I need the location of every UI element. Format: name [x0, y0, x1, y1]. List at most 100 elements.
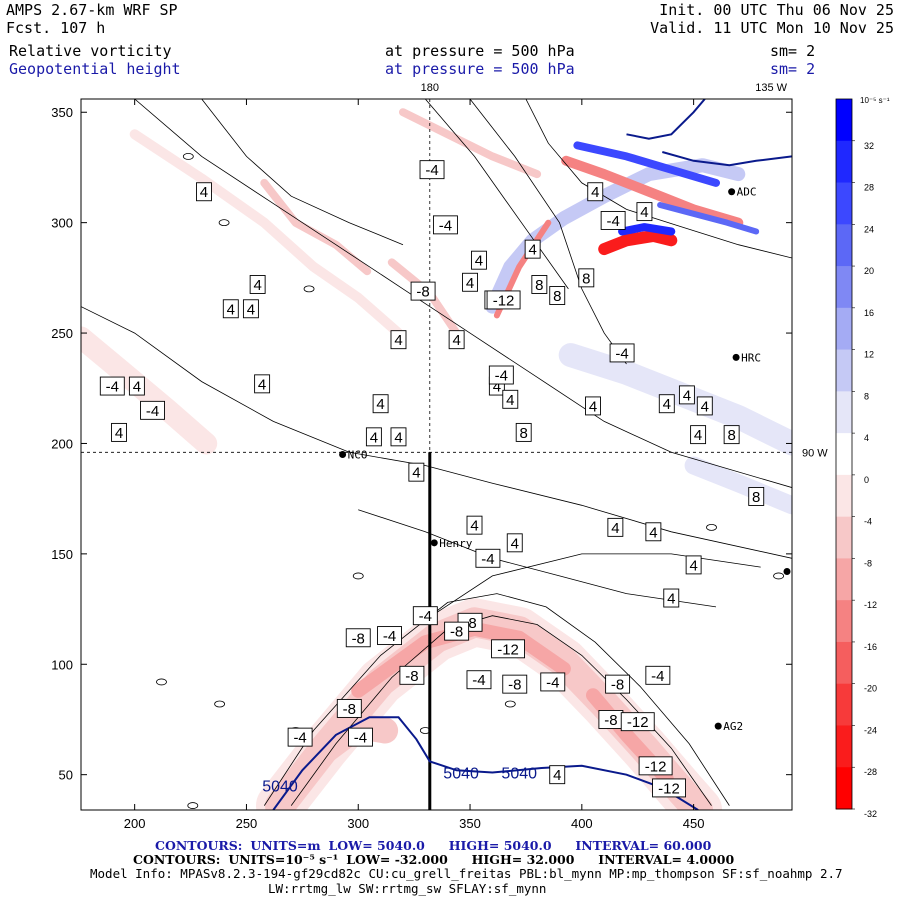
contour-label-text: -8 [416, 284, 429, 301]
contour-label-text: 4 [611, 520, 619, 537]
field1-level: at pressure = 500 hPa [385, 42, 575, 60]
vorticity-contour-loop [303, 285, 315, 293]
contour-label-text: -4 [472, 672, 485, 689]
vorticity-contour-label: -8 [502, 674, 528, 694]
colorbar-label: -28 [864, 767, 877, 777]
height-contour-label: 5040 [443, 765, 479, 782]
contour-label-text: -8 [611, 677, 624, 694]
vorticity-contour-label: -4 [140, 400, 165, 420]
y-tick-label: 300 [51, 216, 73, 231]
colorbar-label: 28 [864, 183, 874, 193]
vorticity-contour-label: 8 [531, 275, 548, 294]
colorbar-label: -4 [864, 517, 872, 527]
contour-label-box [585, 396, 601, 416]
contour-label-box [609, 343, 635, 363]
vorticity-contour-label: -8 [345, 628, 371, 647]
contour-label-box [475, 548, 501, 568]
contour-label-box [524, 239, 541, 259]
vorticity-contour-label: 4 [448, 330, 465, 349]
contour-label-text: -4 [146, 403, 159, 420]
contour-label-text: 4 [649, 524, 657, 541]
negative-streak-4 [399, 108, 542, 179]
vorticity-contour-label: -8 [598, 710, 624, 729]
contour-label-box [399, 665, 425, 685]
contour-label-text: -8 [604, 712, 617, 729]
contour-label-box [663, 588, 680, 608]
vorticity-contour-label: -12 [652, 778, 686, 797]
contour-label-box [506, 533, 523, 553]
x-axis: 200 250 300 350 400 450 [124, 99, 704, 831]
y-tick-label: 250 [51, 326, 73, 341]
vorticity-contour-label: 4 [685, 555, 702, 574]
contour-label-text: 4 [506, 392, 514, 409]
vorticity-contour-label: -4 [348, 727, 373, 747]
vorticity-contour-label: -8 [444, 621, 470, 641]
contour-label-box [645, 665, 671, 685]
contour-label-box [432, 215, 458, 235]
contour-label-box [242, 299, 259, 319]
vorticity-contour-label: 4 [390, 427, 407, 446]
contour-label-box [690, 425, 707, 445]
colorbar-swatch [836, 433, 852, 476]
vorticity-contour-label: -4 [488, 365, 514, 385]
station-nco: NCO [339, 449, 367, 462]
contour-label-box [486, 290, 521, 310]
vorticity-contour-label: 4 [506, 533, 523, 553]
vorticity-contour-loop [352, 572, 364, 580]
contour-label-text: -4 [439, 217, 452, 234]
contour-label-box [128, 376, 145, 396]
vorticity-contour-label: 4 [585, 396, 601, 416]
contour-label-box [222, 299, 239, 319]
field2-name: Geopotential height [9, 60, 181, 78]
contour-label-text: -8 [352, 630, 365, 647]
vorticity-contour-label: -4 [412, 606, 438, 625]
contour-label-text: -4 [354, 730, 367, 747]
vorticity-contour-loop [156, 678, 167, 686]
station-label: ADC [737, 186, 757, 199]
contour-label-text: 4 [493, 379, 501, 396]
contour-label-text: 4 [452, 332, 460, 349]
x-tick-label: 400 [571, 816, 593, 831]
contour-label-box [254, 374, 271, 394]
field1-smoothing: sm= 2 [770, 42, 816, 60]
contour-label-box [390, 330, 407, 350]
contour-label-box [408, 462, 425, 482]
vorticity-contour-label: -12 [620, 712, 655, 732]
contour-label-text: 4 [511, 535, 519, 552]
colorbar-swatch [836, 224, 852, 267]
vorticity-contour-label: -4 [475, 548, 501, 568]
contour-label-text: -8 [508, 677, 521, 694]
negative-band-west [81, 326, 218, 455]
init-time: Init. 00 UTC Thu 06 Nov 25 [659, 1, 894, 19]
contour-label-text: -4 [419, 608, 432, 625]
vorticity-contour-label: 8 [578, 268, 595, 287]
positive-max [618, 223, 676, 236]
vorticity-contour-label: 8 [549, 286, 566, 305]
colorbar-label: 12 [864, 350, 874, 360]
contour-label-text: 4 [589, 398, 597, 415]
vorticity-contour-label: 4 [607, 517, 624, 537]
contour-label-text: -12 [645, 758, 667, 775]
contour-label-box [466, 670, 492, 690]
station-adc: ADC [728, 186, 757, 199]
colorbar-swatch [836, 349, 852, 392]
contour-label-text: -8 [450, 624, 463, 641]
colorbar-label: 32 [864, 141, 874, 151]
contour-label-text: 4 [640, 204, 648, 221]
colorbar-swatch [836, 182, 852, 225]
station-markers: NCO Henry HRC AG2 ADC [339, 186, 791, 733]
y-tick-label: 200 [51, 436, 73, 451]
contour-label-box [620, 712, 655, 732]
contour-label-box [636, 202, 653, 222]
contour-label-text: -4 [495, 368, 508, 385]
station-dot [430, 539, 438, 547]
vorticity-contour-label: 8 [515, 422, 532, 442]
contour-label-box [549, 765, 566, 785]
x-tick-label: 250 [236, 816, 258, 831]
colorbar-label: -24 [864, 725, 877, 735]
contour-label-text: 8 [752, 489, 760, 506]
colorbar-label: 20 [864, 266, 874, 276]
colorbar-swatch [836, 391, 852, 434]
colorbar-label: -32 [864, 809, 877, 819]
plot-frame [80, 98, 793, 811]
